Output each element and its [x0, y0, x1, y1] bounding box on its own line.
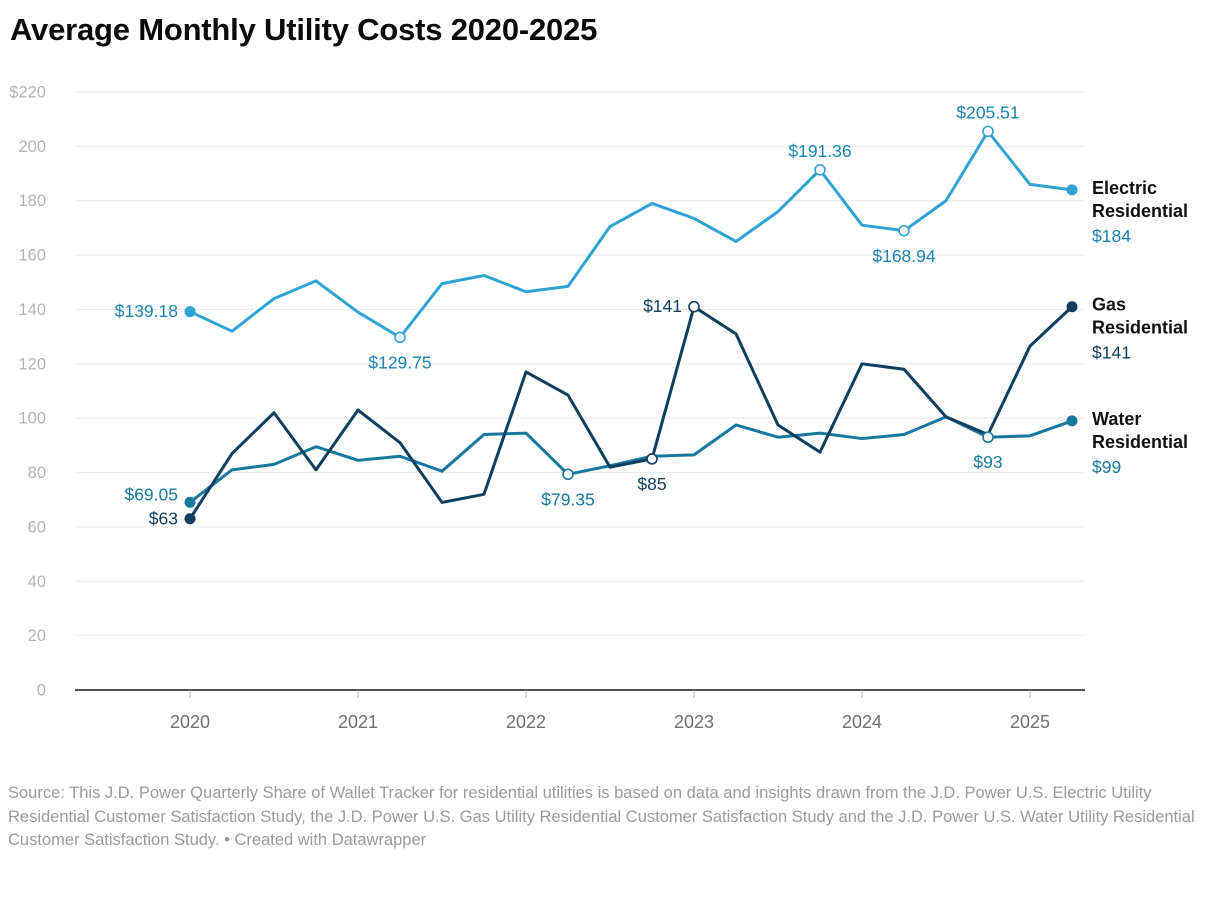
series-name-line2: Residential [1092, 201, 1188, 221]
x-axis-tick-label: 2020 [170, 712, 210, 732]
y-axis-tick-label: 60 [28, 518, 46, 536]
point-value-label: $93 [973, 452, 1002, 472]
point-value-label: $79.35 [541, 489, 595, 509]
y-axis-tick-label: 0 [37, 682, 46, 700]
y-axis-tick-label: 140 [18, 301, 46, 319]
data-point-open [814, 164, 826, 176]
data-point-filled [1066, 415, 1078, 427]
point-value-label: $139.18 [115, 301, 178, 321]
series-end-value-label: $99 [1092, 457, 1121, 477]
series-line-water [188, 415, 1074, 504]
point-value-label: $168.94 [872, 246, 936, 266]
point-value-label: $63 [149, 508, 178, 528]
data-point-open [898, 224, 910, 237]
series-name-line1: Water [1092, 409, 1141, 429]
data-point-filled [1066, 301, 1078, 313]
y-axis-tick-label: 200 [18, 138, 46, 156]
point-value-label: $205.51 [956, 102, 1019, 122]
chart-title: Average Monthly Utility Costs 2020-2025 [10, 12, 598, 47]
data-point-open [982, 431, 994, 444]
x-axis-tick-label: 2021 [338, 712, 378, 732]
series-line-electric [188, 129, 1074, 339]
data-point-filled [184, 306, 196, 318]
y-axis-tick-label: 100 [18, 410, 46, 428]
point-value-label: $191.36 [788, 141, 851, 161]
data-point-filled [184, 513, 196, 525]
point-value-label: $129.75 [368, 352, 431, 372]
x-axis-tick-label: 2024 [842, 712, 882, 732]
point-value-label: $141 [643, 296, 682, 316]
series-name-line1: Gas [1092, 295, 1126, 315]
x-axis-tick-label: 2025 [1010, 712, 1050, 732]
series-end-value-label: $141 [1092, 343, 1131, 363]
data-point-open [646, 453, 658, 465]
y-axis-tick-label: 160 [18, 247, 46, 265]
data-point-open [982, 125, 994, 138]
x-axis-tick-label: 2022 [506, 712, 546, 732]
y-axis-tick-label: $220 [9, 84, 46, 102]
series-end-value-label: $184 [1092, 226, 1131, 246]
point-value-label: $69.05 [124, 484, 178, 504]
y-axis-tick-label: 180 [18, 192, 46, 210]
series-name-line2: Residential [1092, 432, 1188, 452]
y-axis-tick-label: 120 [18, 355, 46, 373]
data-point-open [562, 468, 574, 481]
series-name-line1: Electric [1092, 178, 1157, 198]
series-line-gas [188, 305, 1074, 521]
y-axis-tick-label: 40 [28, 573, 46, 591]
source-note: Source: This J.D. Power Quarterly Share … [8, 784, 1195, 850]
data-point-filled [1066, 184, 1078, 196]
data-point-filled [184, 496, 196, 508]
y-axis-tick-label: 20 [28, 627, 46, 645]
y-axis-tick-label: 80 [28, 464, 46, 482]
data-point-open [688, 300, 700, 313]
data-point-open [394, 331, 406, 344]
series-name-line2: Residential [1092, 318, 1188, 338]
point-value-label: $85 [637, 474, 666, 494]
x-axis-tick-label: 2023 [674, 712, 714, 732]
